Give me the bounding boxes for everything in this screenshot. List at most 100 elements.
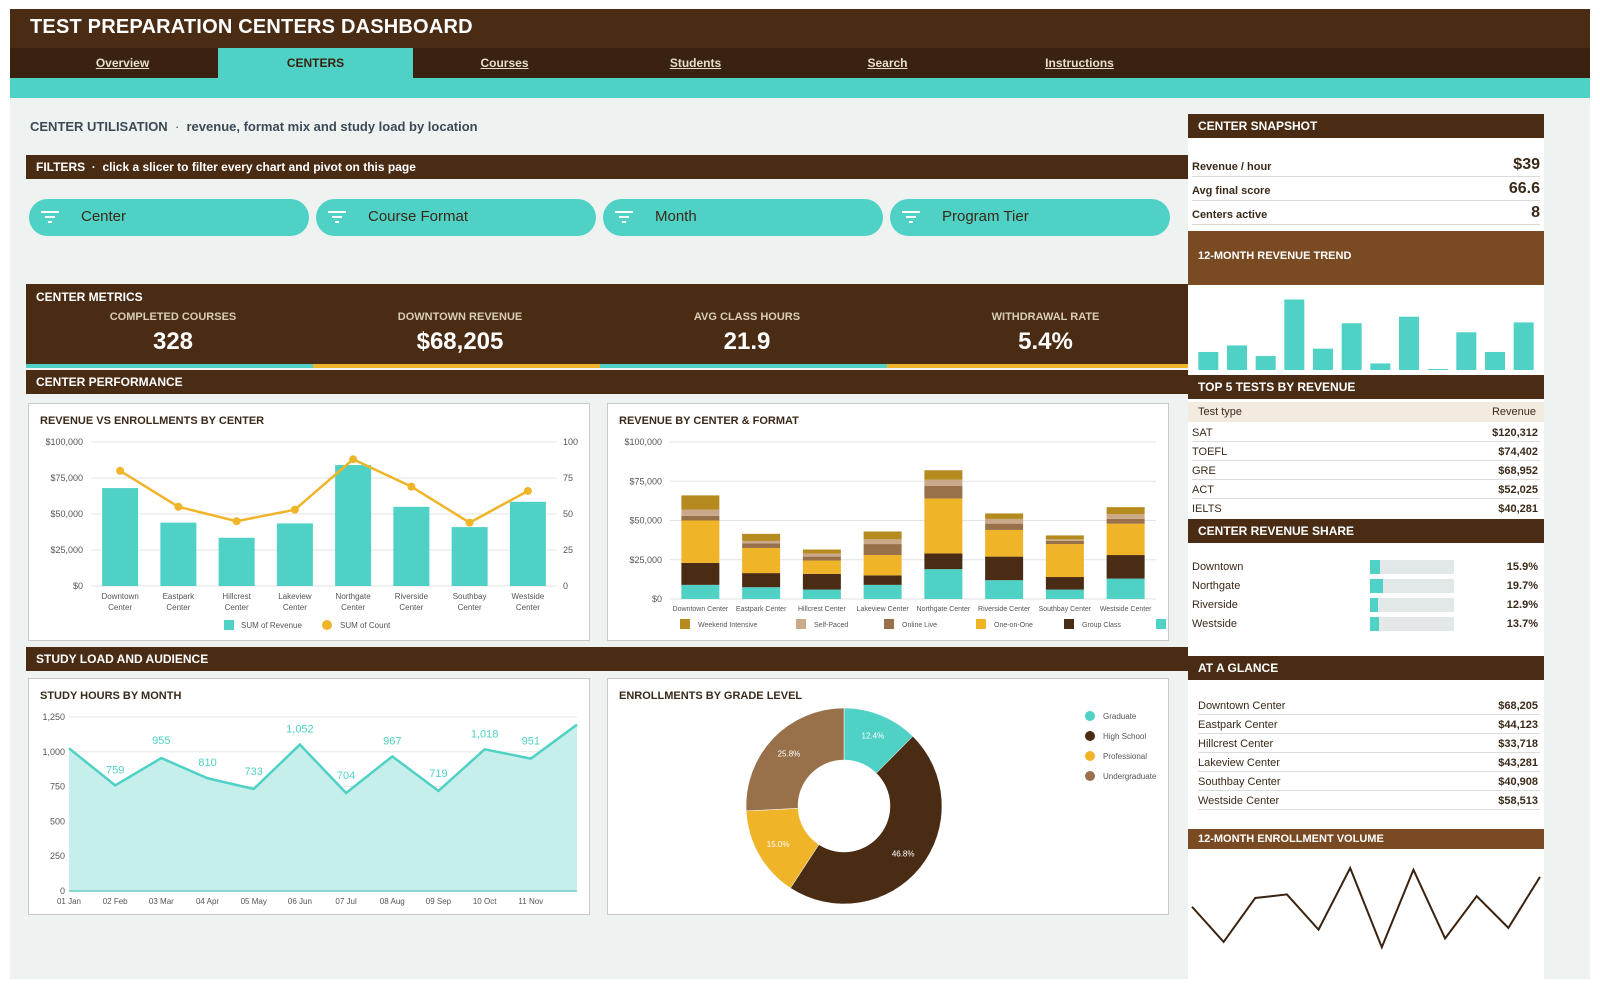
format-bar-segment	[1045, 577, 1084, 590]
tab-courses[interactable]: Courses	[480, 56, 529, 70]
data-label: 955	[152, 735, 170, 747]
section-title: STUDY LOAD AND AUDIENCE	[36, 652, 209, 666]
glance-row: Downtown Center $68,205	[1198, 696, 1540, 715]
format-bar-segment	[924, 553, 963, 570]
x-tick-label: Center	[399, 603, 423, 612]
revenue-bar	[335, 465, 372, 586]
x-tick-label: 09 Sep	[426, 897, 452, 906]
x-tick-label: Northgate Center	[917, 606, 971, 613]
metrics-title: CENTER METRICS	[36, 290, 143, 304]
trend-header: 12-MONTH REVENUE TREND	[1188, 231, 1544, 285]
share-label: Westside	[1192, 618, 1238, 630]
tab-centers[interactable]: CENTERS	[218, 48, 413, 78]
title-bar: TEST PREPARATION CENTERS DASHBOARD	[10, 9, 1590, 48]
share-label: Riverside	[1192, 599, 1238, 611]
section-title: CENTER PERFORMANCE	[36, 375, 183, 389]
data-label: 704	[337, 770, 355, 782]
y2-tick-label: 25	[563, 545, 573, 555]
data-label: 951	[522, 736, 540, 748]
slicer-label: Program Tier	[942, 208, 1029, 225]
tab-search[interactable]: Search	[867, 56, 908, 70]
format-bar-segment	[681, 509, 720, 516]
slicer-course-format[interactable]: Course Format	[316, 199, 596, 236]
data-label: 967	[383, 735, 401, 747]
format-bar-segment	[742, 540, 781, 544]
performance-bar: CENTER PERFORMANCE	[26, 370, 1204, 394]
snapshot-label: Avg final score	[1192, 185, 1271, 197]
y2-tick-label: 75	[563, 473, 573, 483]
snapshot-bar: CENTER SNAPSHOT	[1188, 114, 1544, 138]
glance-value: $33,718	[1498, 738, 1538, 750]
format-bar-segment	[924, 485, 963, 499]
legend-label: Professional	[1103, 752, 1147, 761]
y2-tick-label: 100	[563, 437, 578, 447]
share-row: Downtown 15.9%	[1192, 557, 1540, 576]
chart-title: REVENUE BY CENTER & FORMAT	[619, 415, 799, 427]
app-title: TEST PREPARATION CENTERS DASHBOARD	[30, 16, 473, 38]
legend-label: One-on-One	[994, 622, 1033, 629]
glance-value: $43,281	[1498, 757, 1538, 769]
filters-bar: FILTERS · click a slicer to filter every…	[26, 155, 1204, 179]
format-bar-segment	[802, 556, 841, 561]
filters-hint: click a slicer to filter every chart and…	[102, 160, 416, 174]
x-tick-label: 08 Aug	[380, 897, 405, 906]
tab-overview[interactable]: Overview	[95, 56, 150, 70]
glance-title: AT A GLANCE	[1198, 661, 1279, 675]
test-type: ACT	[1192, 484, 1214, 496]
format-bar-segment	[742, 543, 781, 548]
slicer-label: Month	[655, 208, 697, 225]
slicer-label: Center	[81, 208, 127, 225]
trend-title: 12-MONTH REVENUE TREND	[1198, 250, 1352, 262]
x-tick-label: Westside Center	[1100, 606, 1152, 613]
legend-label: SUM of Count	[340, 621, 391, 630]
x-tick-label: Lakeview Center	[857, 606, 910, 613]
x-tick-label: Center	[225, 603, 249, 612]
legend-swatch	[224, 620, 234, 630]
study-area	[69, 724, 577, 891]
trend-bar	[1399, 316, 1419, 370]
trend-bar	[1513, 322, 1534, 370]
format-bar-segment	[681, 495, 720, 510]
format-bar-segment	[802, 560, 841, 574]
grade-chart: 12.4% 46.8% 15.0% 25.8% Graduate High School P…	[745, 707, 1157, 905]
glance-value: $58,513	[1498, 795, 1538, 807]
glance-bar: AT A GLANCE	[1188, 656, 1544, 680]
page-title: CENTER UTILISATION	[30, 119, 168, 134]
glance-value: $44,123	[1498, 719, 1538, 731]
glance-label: Westside Center	[1198, 795, 1280, 807]
revenue-bar	[509, 501, 546, 586]
revenue-bar	[393, 506, 430, 586]
x-tick-label: 10 Oct	[473, 897, 497, 906]
format-bar-segment	[985, 556, 1024, 581]
snapshot-value: 66.6	[1508, 180, 1540, 197]
format-bar-segment	[863, 539, 902, 545]
kpi-value: $68,205	[416, 328, 504, 355]
snapshot-row: Avg final score 66.6	[1192, 179, 1540, 201]
slicer-month[interactable]: Month	[603, 199, 883, 236]
y-tick-label: $100,000	[624, 437, 662, 447]
format-bar-segment	[1106, 514, 1145, 519]
legend-swatch	[1085, 711, 1095, 721]
x-tick-label: Center	[341, 603, 365, 612]
snapshot-value: $39	[1513, 156, 1540, 173]
trend-bar	[1341, 323, 1362, 370]
slicer-program-tier[interactable]: Program Tier	[890, 199, 1170, 236]
x-tick-label: 04 Apr	[196, 897, 219, 906]
kpi-label: WITHDRAWAL RATE	[991, 311, 1100, 323]
data-label: 1,018	[471, 728, 499, 740]
format-bar-segment	[802, 573, 841, 590]
y-tick-label: $50,000	[629, 516, 662, 526]
format-bar-segment	[742, 533, 781, 541]
slicer-center[interactable]: Center	[29, 199, 309, 236]
count-point	[290, 505, 299, 514]
legend-swatch	[796, 619, 806, 629]
col-test-type: Test type	[1198, 406, 1243, 418]
count-point	[465, 518, 474, 527]
glance-label: Southbay Center	[1198, 776, 1281, 788]
tab-instructions[interactable]: Instructions	[1045, 56, 1114, 70]
rev-enroll-chart: $100,000 100 $75,000 75 $50,000 50 $25,000 25 $0…	[45, 437, 578, 630]
tab-students[interactable]: Students	[669, 56, 722, 70]
legend-label: High School	[1103, 732, 1146, 741]
format-bar-segment	[924, 569, 963, 599]
slice-label: 15.0%	[767, 840, 790, 849]
